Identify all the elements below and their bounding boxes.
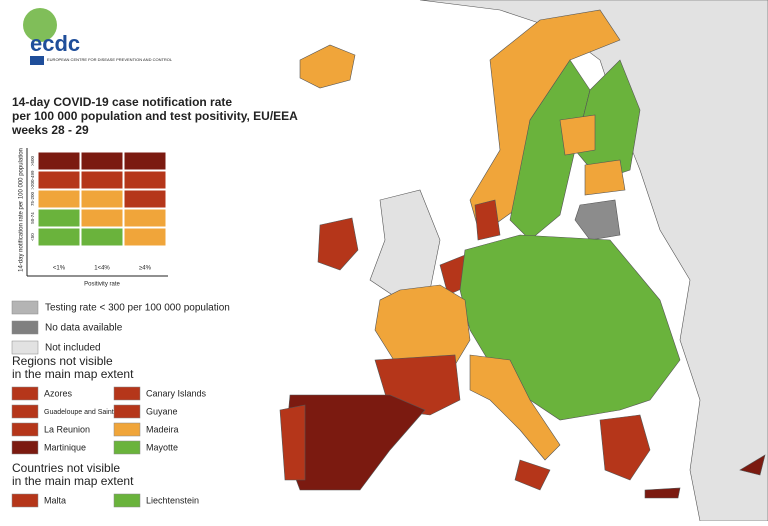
legend-swatch <box>11 404 39 419</box>
legend-label: Testing rate < 300 per 100 000 populatio… <box>45 303 230 314</box>
ireland <box>317 217 359 271</box>
logo-subtitle: EUROPEAN CENTRE FOR DISEASE PREVENTION A… <box>47 57 173 62</box>
matrix-column-label: ≥4% <box>139 266 152 272</box>
legend-label: Not included <box>45 343 101 354</box>
matrix-row-label: <50 <box>30 233 35 241</box>
matrix-cell <box>123 227 167 247</box>
legend-swatch <box>113 386 141 401</box>
crete <box>644 487 681 499</box>
section-heading: in the main map extent <box>12 367 134 381</box>
matrix-cell <box>80 151 124 171</box>
section-label: Liechtenstein <box>146 495 199 505</box>
section-label: La Reunion <box>44 424 90 434</box>
legend-swatch <box>113 493 141 508</box>
map <box>279 0 768 522</box>
matrix-cell <box>37 170 81 190</box>
portugal <box>279 404 306 481</box>
logo: ecdc EUROPEAN CENTRE FOR DISEASE PREVENT… <box>23 8 173 65</box>
italy <box>469 354 561 461</box>
section-label: Madeira <box>146 424 179 434</box>
section-label: Canary Islands <box>146 388 207 398</box>
legend-swatch <box>11 320 39 335</box>
section-label: Malta <box>44 495 66 505</box>
iceland <box>299 44 356 89</box>
matrix-row-label: >500 <box>30 155 35 166</box>
matrix-cell <box>80 189 124 209</box>
finland-south <box>559 114 596 156</box>
cyprus <box>739 454 766 476</box>
matrix-cell <box>80 170 124 190</box>
matrix-cell <box>37 208 81 228</box>
section-heading: in the main map extent <box>12 474 134 488</box>
legend-swatch <box>11 300 39 315</box>
section-heading: Regions not visible <box>12 354 113 368</box>
section-heading: Countries not visible <box>12 461 120 475</box>
legend-swatch <box>11 422 39 437</box>
denmark <box>474 199 501 241</box>
title-line: 14-day COVID-19 case notification rate <box>12 95 232 109</box>
legend-swatch <box>11 440 39 455</box>
logo-text: ecdc <box>30 31 80 56</box>
matrix-cell <box>80 227 124 247</box>
section-label: Guadeloupe and Saint Martin <box>44 409 135 416</box>
estonia-latvia <box>584 159 626 196</box>
legend-swatch <box>11 493 39 508</box>
matrix-column-label: 1<4% <box>94 266 110 272</box>
section-label: Martinique <box>44 442 86 452</box>
matrix-cell <box>123 189 167 209</box>
title-line: per 100 000 population and test positivi… <box>12 109 298 123</box>
lithuania <box>574 199 621 241</box>
legend-swatch <box>113 404 141 419</box>
matrix-column-label: <1% <box>53 266 66 272</box>
legend-swatch <box>11 340 39 355</box>
title-line: weeks 28 - 29 <box>11 123 89 137</box>
section-label: Guyane <box>146 406 178 416</box>
matrix-cell <box>123 151 167 171</box>
matrix-y-title: 14-day notification rate per 100 000 pop… <box>19 148 25 272</box>
eu-flag <box>30 56 44 65</box>
legend-label: No data available <box>45 323 123 334</box>
matrix-row-label: 50-74 <box>30 212 35 224</box>
legend-swatch <box>113 422 141 437</box>
matrix-cell <box>37 189 81 209</box>
sicily <box>514 459 551 491</box>
legend-swatch <box>11 386 39 401</box>
matrix-row-label: 75-200 <box>30 191 35 206</box>
logo-globe <box>23 8 57 42</box>
matrix-row-label: >200-499 <box>30 170 35 190</box>
matrix-cell <box>123 170 167 190</box>
matrix-cell <box>80 208 124 228</box>
legend-swatch <box>113 440 141 455</box>
matrix-cell <box>37 227 81 247</box>
matrix-cell <box>37 151 81 171</box>
section-label: Azores <box>44 388 73 398</box>
matrix-x-title: Positivity rate <box>84 282 120 288</box>
greece <box>599 414 651 481</box>
section-label: Mayotte <box>146 442 178 452</box>
matrix-cell <box>123 208 167 228</box>
sweden <box>509 59 591 241</box>
